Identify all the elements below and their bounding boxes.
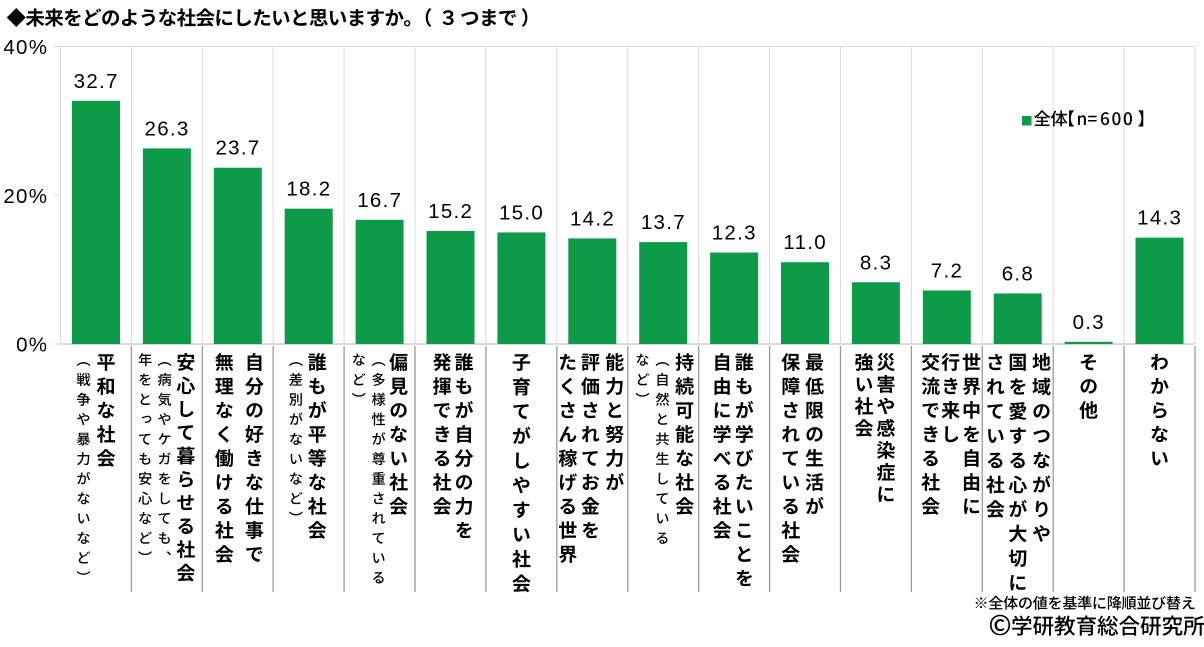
svg-text:0%: 0% bbox=[16, 334, 48, 357]
svg-text:18.2: 18.2 bbox=[286, 178, 331, 201]
svg-text:12.3: 12.3 bbox=[712, 222, 757, 245]
svg-text:0.3: 0.3 bbox=[1073, 311, 1105, 334]
svg-text:15.2: 15.2 bbox=[428, 200, 473, 223]
svg-text:15.0: 15.0 bbox=[499, 201, 544, 224]
svg-text:40%: 40% bbox=[3, 36, 48, 59]
svg-text:6.8: 6.8 bbox=[1002, 262, 1034, 285]
svg-text:20%: 20% bbox=[3, 185, 48, 208]
svg-text:7.2: 7.2 bbox=[931, 259, 963, 282]
svg-text:23.7: 23.7 bbox=[215, 137, 260, 160]
svg-text:14.3: 14.3 bbox=[1137, 207, 1182, 230]
svg-text:13.7: 13.7 bbox=[641, 211, 686, 234]
svg-text:26.3: 26.3 bbox=[145, 117, 190, 140]
svg-text:11.0: 11.0 bbox=[783, 231, 827, 254]
svg-text:32.7: 32.7 bbox=[74, 70, 119, 93]
svg-text:14.2: 14.2 bbox=[570, 207, 615, 230]
svg-text:8.3: 8.3 bbox=[860, 251, 892, 274]
svg-text:16.7: 16.7 bbox=[357, 189, 402, 212]
